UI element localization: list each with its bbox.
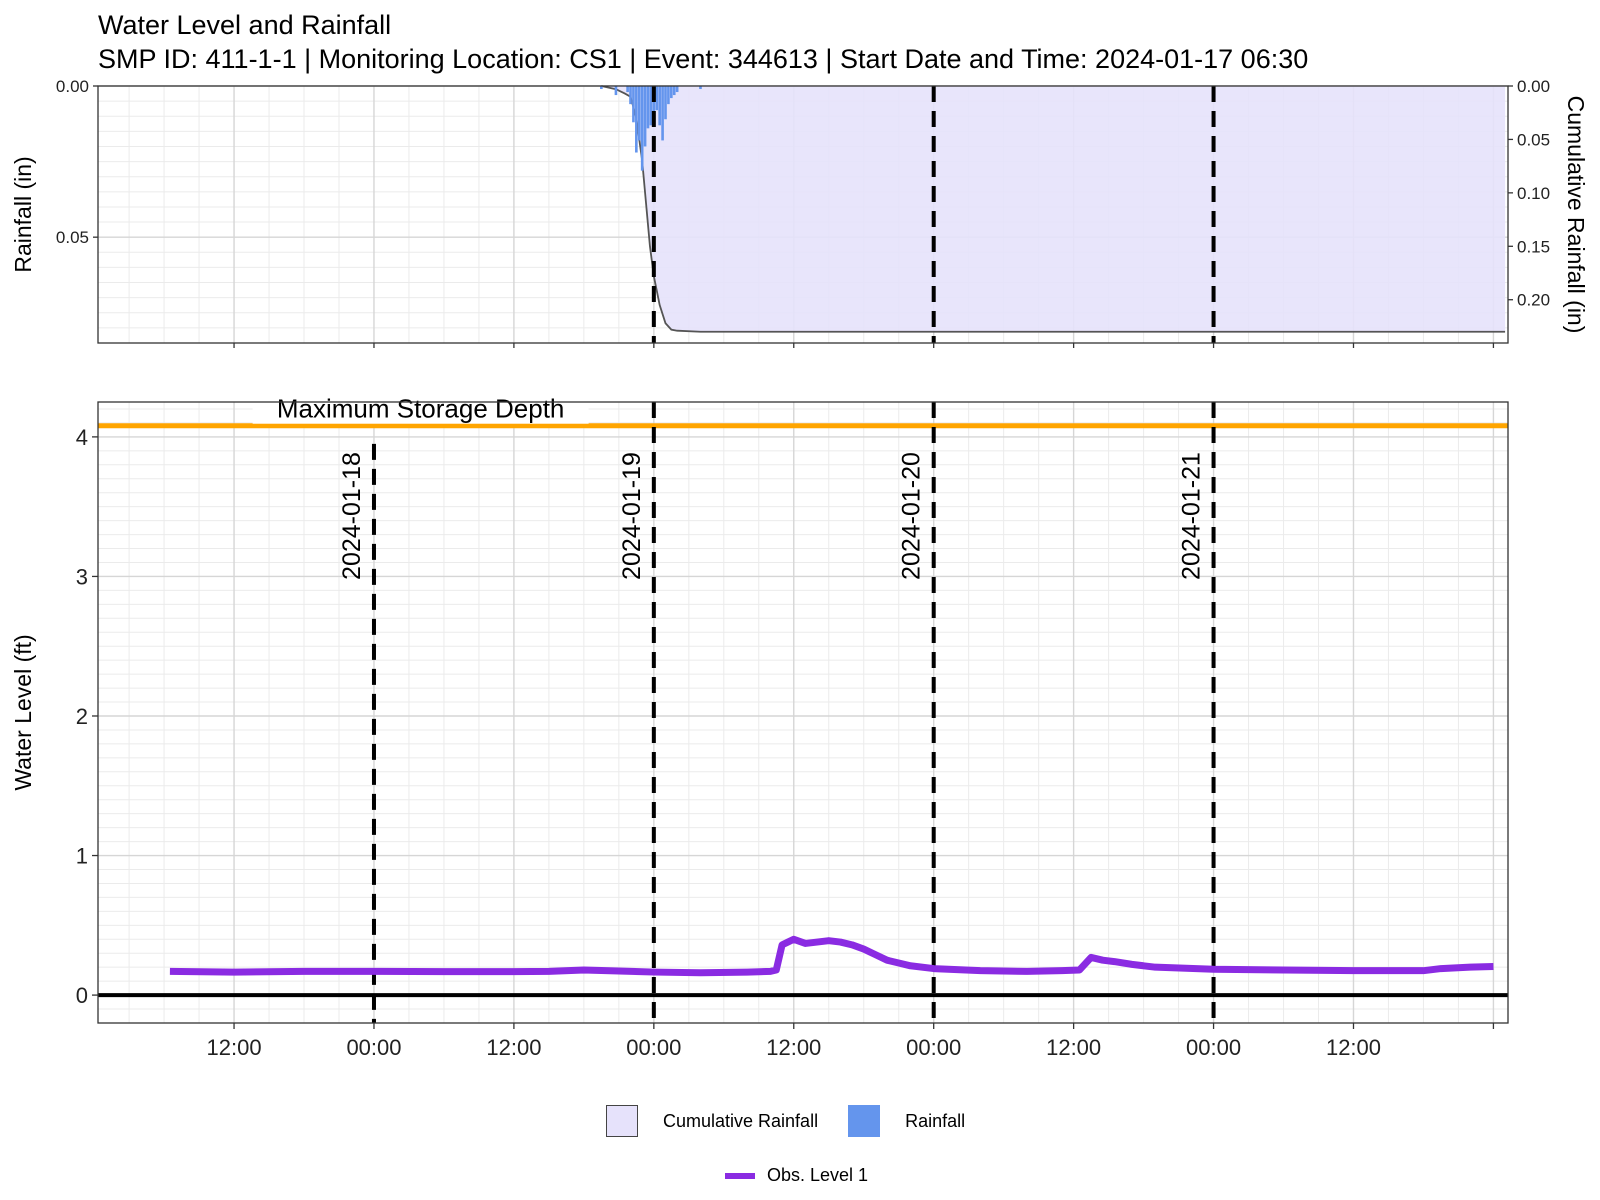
wl-y-tick-label: 0 — [76, 983, 88, 1008]
chart-subtitle: SMP ID: 411-1-1 | Monitoring Location: C… — [98, 44, 1309, 74]
legend-key-rainfall — [848, 1105, 881, 1137]
wl-x-tick-label: 12:00 — [486, 1035, 541, 1060]
obs-level-series — [169, 935, 1494, 977]
wl-x-tick-label: 12:00 — [207, 1035, 262, 1060]
cumulative-rainfall-area — [601, 86, 1506, 332]
legend-line: Obs. Level 1 — [725, 1165, 868, 1186]
wl-x-tick-label: 12:00 — [1046, 1035, 1101, 1060]
cum-y-tick-label: 0.10 — [1517, 184, 1550, 203]
legend-label-cumulative: Cumulative Rainfall — [663, 1110, 819, 1131]
wl-y-tick-label: 2 — [76, 704, 88, 729]
rainfall-bar — [632, 86, 635, 123]
wl-y-tick-label: 1 — [76, 844, 88, 869]
cumulative-rainfall-line — [601, 85, 1506, 333]
wl-panel-grid — [98, 402, 1508, 1023]
cum-y-tick-label: 0.05 — [1517, 130, 1550, 149]
rainfall-bar — [664, 86, 667, 120]
legend-key-obs — [725, 1172, 755, 1179]
wl-y-tick-label: 4 — [76, 425, 88, 450]
cum-y-axis-label: Cumulative Rainfall (in) — [1563, 96, 1589, 334]
rainfall-bar — [646, 86, 650, 129]
rainfall-bar — [670, 86, 673, 99]
legend-key-cumulative — [606, 1105, 638, 1137]
wl-x-tick-label: 00:00 — [346, 1035, 401, 1060]
day-marker-label: 2024-01-20 — [898, 452, 926, 580]
cum-y-tick-label: 0.20 — [1517, 291, 1550, 310]
rainfall-bar — [635, 86, 638, 153]
rainfall-bar — [658, 86, 661, 126]
title-block: Water Level and Rainfall SMP ID: 411-1-1… — [98, 8, 1308, 76]
rainfall-bar — [640, 86, 644, 171]
legend-label-rainfall: Rainfall — [905, 1110, 966, 1131]
wl-x-tick-label: 00:00 — [1186, 1035, 1241, 1060]
wl-x-tick-label: 00:00 — [906, 1035, 961, 1060]
rainfall-bar — [672, 86, 676, 96]
rain-y-axis-label: Rainfall (in) — [10, 156, 36, 272]
rainfall-bar — [661, 86, 664, 141]
rainfall-bars — [600, 86, 702, 171]
rainfall-bar — [699, 86, 702, 90]
day-marker-label: 2024-01-21 — [1178, 452, 1206, 580]
wl-x-tick-label: 00:00 — [626, 1035, 681, 1060]
rainfall-bar — [626, 86, 629, 93]
rainfall-bar — [675, 86, 679, 93]
day-marker-label: 2024-01-18 — [338, 452, 366, 580]
rain-y-tick-label: 0.05 — [56, 228, 89, 247]
cum-y-tick-label: 0.00 — [1517, 77, 1550, 96]
rainfall-bar — [614, 86, 618, 96]
rainfall-bar — [629, 86, 632, 105]
rainfall-bar — [600, 86, 603, 90]
wl-panel-border — [97, 401, 1509, 1024]
rain-y-tick-label: 0.00 — [56, 77, 89, 96]
legend-fill: Cumulative Rainfall Rainfall — [606, 1105, 965, 1137]
legend-label-obs: Obs. Level 1 — [767, 1165, 869, 1185]
rainfall-bar — [649, 86, 653, 126]
wl-x-tick-label: 12:00 — [1326, 1035, 1381, 1060]
rain-panel-border — [97, 85, 1509, 344]
max-storage-label: Maximum Storage Depth — [277, 394, 565, 424]
rainfall-bar — [655, 86, 659, 111]
wl-y-tick-label: 3 — [76, 564, 88, 589]
wl-y-axis-label: Water Level (ft) — [10, 634, 36, 790]
rainfall-bar — [643, 86, 647, 147]
rainfall-bar — [667, 86, 670, 105]
day-marker-label: 2024-01-19 — [618, 452, 646, 580]
wl-x-tick-label: 12:00 — [766, 1035, 821, 1060]
max-storage-label-bg — [252, 395, 589, 424]
chart-title: Water Level and Rainfall — [98, 10, 392, 40]
cum-y-tick-label: 0.15 — [1517, 237, 1550, 256]
rainfall-bar — [637, 86, 641, 141]
